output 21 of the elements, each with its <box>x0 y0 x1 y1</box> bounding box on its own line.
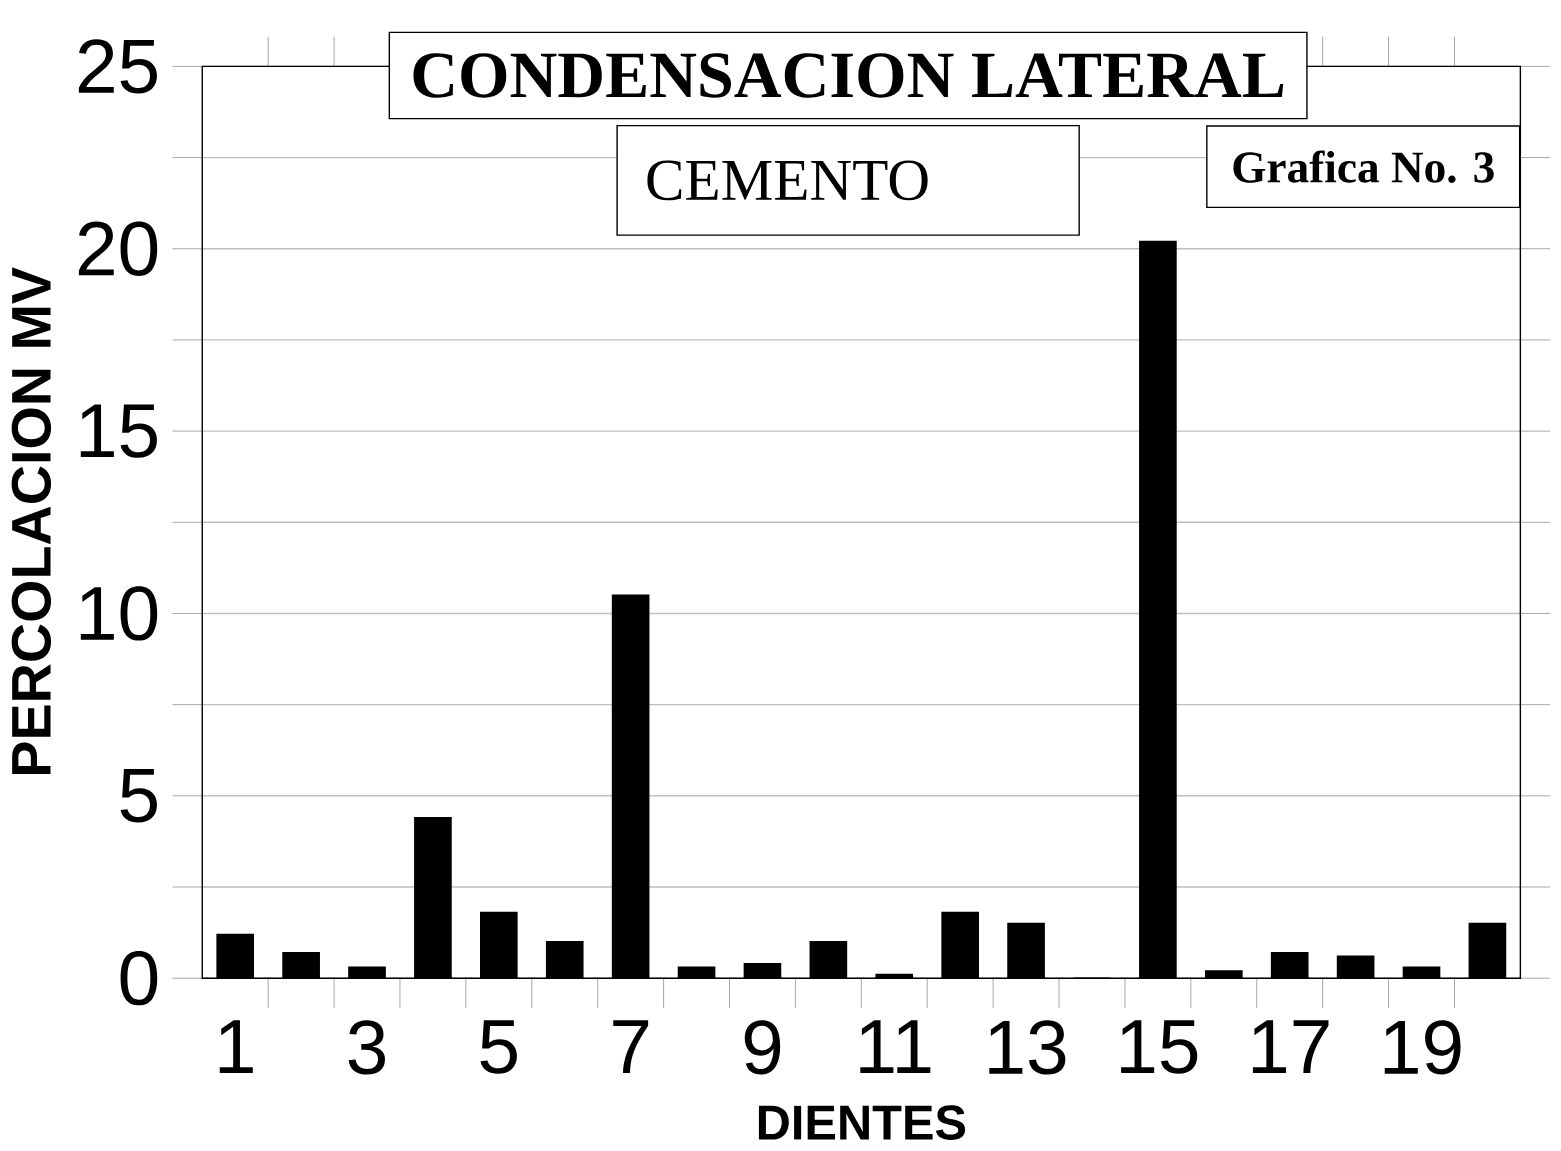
x-tick-label: 7 <box>613 1019 649 1073</box>
x-tick-label: 17 <box>1252 1019 1329 1073</box>
x-tick-label: 11 <box>860 1019 931 1073</box>
x-tick-label: 15 <box>1121 1019 1198 1074</box>
x-tick-label: 9 <box>744 1019 781 1075</box>
y-tick-label: 15 <box>80 404 157 458</box>
chart-title: CONDENSACION LATERAL <box>413 53 1284 98</box>
y-tick-label: 20 <box>78 221 158 276</box>
y-tick-label: 25 <box>78 39 157 94</box>
y-axis-title: PERCOLACION MV <box>11 267 52 774</box>
x-tick-label: 3 <box>348 1019 385 1075</box>
y-tick-label: 5 <box>120 768 157 823</box>
x-tick-label: 1 <box>219 1019 253 1073</box>
y-tick-label: 10 <box>80 586 158 641</box>
annotation: Grafica No. 3 <box>1233 150 1494 183</box>
x-axis-title: DIENTES <box>758 1105 966 1140</box>
x-tick-label: 13 <box>989 1019 1066 1075</box>
x-tick-label: 19 <box>1384 1019 1461 1075</box>
text: CEMENTO <box>647 160 928 201</box>
y-tick-label: 0 <box>120 950 158 1006</box>
x-tick-label: 5 <box>480 1019 517 1074</box>
